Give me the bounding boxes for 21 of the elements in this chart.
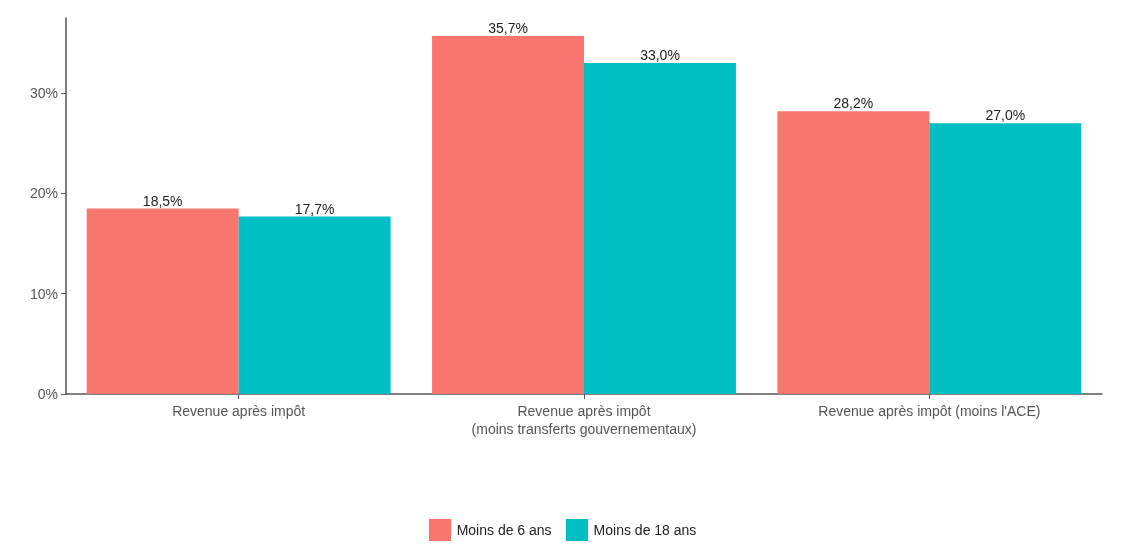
x-tick-label: Revenue après impôt [172, 403, 306, 419]
bar [238, 216, 391, 394]
y-tick-label: 30% [29, 85, 58, 102]
y-tick-label: 10% [29, 285, 58, 302]
y-tick-label: 20% [29, 185, 58, 202]
legend-label: Moins de 6 ans [456, 522, 552, 538]
x-tick-label: Revenue après impôt (moins l'ACE) [818, 403, 1041, 419]
bar [777, 111, 930, 394]
bar [86, 208, 239, 394]
data-label: 35,7% [488, 20, 528, 37]
bar [929, 123, 1082, 394]
x-tick-label: Revenue après impôt (moins transferts gouvernementaux) [471, 403, 697, 437]
data-label: 33,0% [640, 47, 680, 64]
bar [584, 63, 736, 394]
data-label: 28,2% [833, 95, 874, 112]
data-label: 17,7% [294, 200, 335, 217]
y-tick-label: 0% [37, 386, 58, 402]
data-label: 18,5% [142, 192, 183, 209]
data-label: 27,0% [985, 107, 1026, 124]
bar [432, 36, 584, 394]
legend-label: Moins de 18 ans [593, 522, 697, 538]
